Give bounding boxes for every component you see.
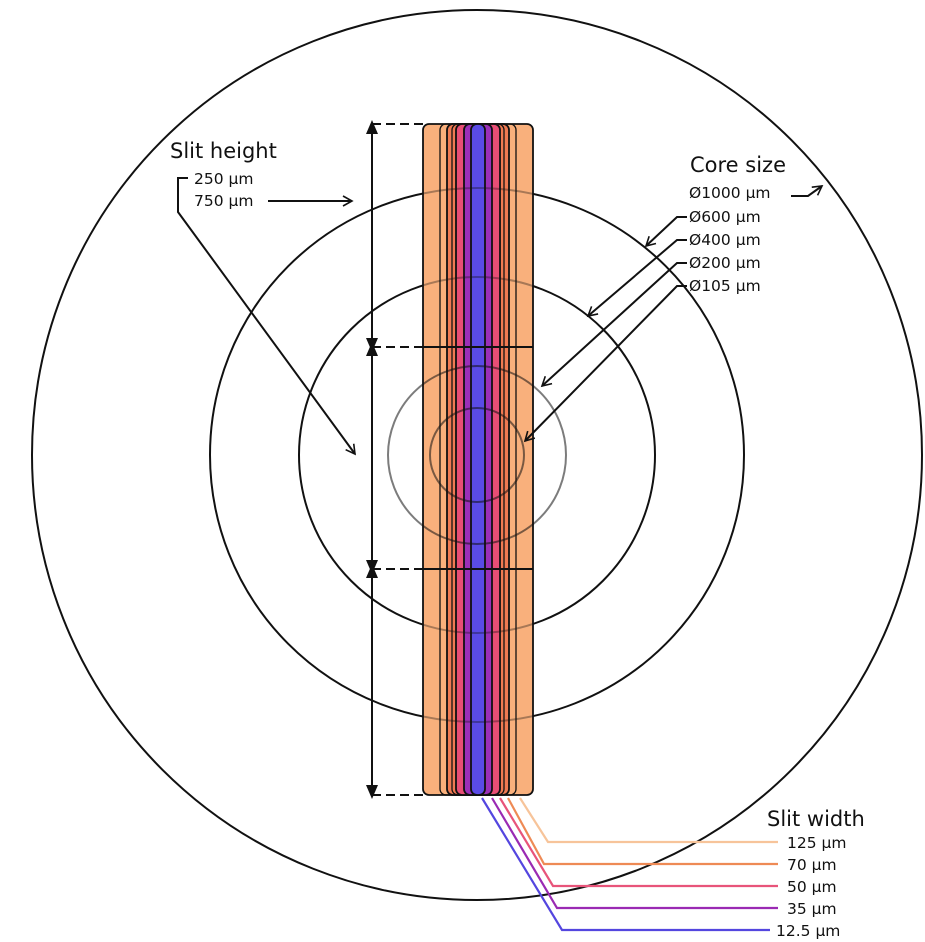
core-size-105-label: Ø105 µm — [689, 277, 761, 295]
core-size-annotation: Core size Ø1000 µm Ø600 µm Ø400 µm Ø200 … — [689, 153, 786, 295]
slit-12-5 — [470, 123, 486, 796]
annotation-lines — [177, 120, 824, 932]
leader-105 — [523, 285, 687, 443]
slit-width-leader-2 — [499, 797, 778, 888]
leader-250 — [177, 177, 356, 456]
slit-width-leader-3 — [491, 797, 778, 910]
slit-width-annotation: Slit width 125 µm 70 µm 50 µm 35 µm 12.5… — [767, 807, 865, 940]
core-size-400-label: Ø400 µm — [689, 231, 761, 249]
slit-width-leader-1 — [507, 797, 778, 866]
leader-200 — [540, 262, 687, 388]
slit-width-12-5-label: 12.5 µm — [776, 922, 840, 940]
core-circle-105 — [429, 407, 525, 503]
core-size-200-label: Ø200 µm — [689, 254, 761, 272]
slit-height-annotation: Slit height 250 µm 750 µm — [170, 139, 277, 210]
core-circles-overlay — [387, 187, 567, 723]
core-size-600-label: Ø600 µm — [689, 208, 761, 226]
slit-height-title: Slit height — [170, 139, 277, 163]
core-circle-400-through-slit — [423, 276, 533, 634]
slit-height-250-label: 250 µm — [194, 170, 253, 188]
slit-width-125-label: 125 µm — [787, 834, 846, 852]
slit-stack — [422, 123, 534, 796]
core-circle-600-through-slit — [423, 187, 533, 723]
slit-height-750-label: 750 µm — [194, 192, 253, 210]
core-circle-1000 — [31, 9, 923, 901]
slit-width-35-label: 35 µm — [787, 900, 837, 918]
leader-600 — [644, 216, 687, 248]
slit-width-title: Slit width — [767, 807, 865, 831]
core-size-1000-label: Ø1000 µm — [689, 184, 771, 202]
core-size-title: Core size — [690, 153, 786, 177]
leader-1000 — [791, 185, 824, 197]
slit-width-70-label: 70 µm — [787, 856, 837, 874]
core-circle-200 — [387, 365, 567, 545]
slit-width-leader-0 — [519, 797, 778, 844]
slit-outline-strip — [451, 123, 505, 796]
slit-width-leader-4 — [481, 797, 770, 932]
slit-width-50-label: 50 µm — [787, 878, 837, 896]
leader-400 — [586, 239, 687, 318]
